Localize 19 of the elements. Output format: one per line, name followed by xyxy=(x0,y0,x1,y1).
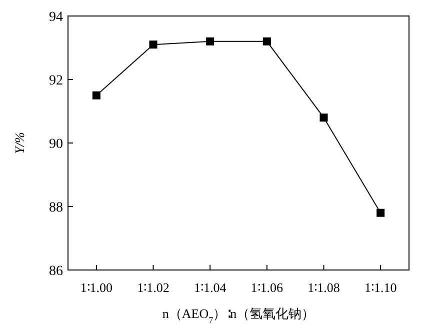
y-tick-label: 92 xyxy=(49,73,63,88)
y-tick-label: 94 xyxy=(49,10,63,25)
y-tick-label: 88 xyxy=(49,200,63,216)
point xyxy=(320,114,328,122)
x-tick-label: 1∶1.10 xyxy=(364,280,397,295)
x-tick-label: 1∶1.00 xyxy=(80,280,113,295)
y-tick-label: 90 xyxy=(49,136,63,152)
x-tick-label: 1∶1.08 xyxy=(308,280,340,295)
point xyxy=(206,37,214,46)
x-tick-label: 1∶1.02 xyxy=(137,280,170,295)
point xyxy=(92,91,100,100)
point xyxy=(149,40,158,49)
x-tick-label: 1∶1.04 xyxy=(194,280,227,295)
x-tick-label: 1∶1.06 xyxy=(250,280,284,295)
y-axis-title: Y/% xyxy=(12,132,27,154)
x-axis-title: n（AEO$_{7}$）∶n（氢氧化钠） xyxy=(162,306,315,325)
point xyxy=(376,208,385,217)
y-tick-label: 86 xyxy=(49,264,63,279)
point xyxy=(262,37,271,46)
